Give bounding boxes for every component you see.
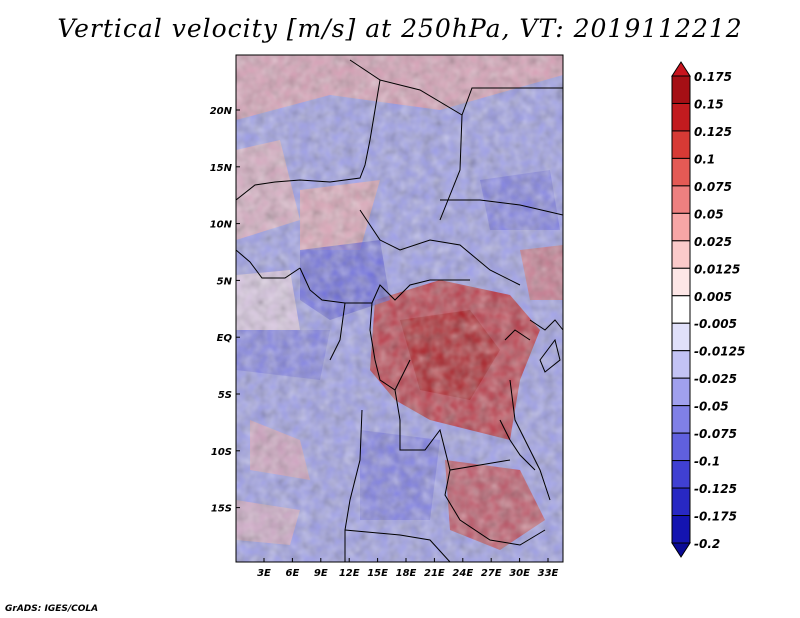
colorbar-segment (671, 405, 691, 434)
colorbar-label: -0.05 (694, 400, 729, 414)
colorbar-label: -0.2 (694, 537, 720, 551)
colorbar-label: 0.075 (694, 180, 732, 194)
latitude-axis: 20N 15N 10N 5N EQ 5S 10S 15S (210, 106, 240, 515)
lon-tick-label: 18E (396, 568, 417, 579)
colorbar-segment (671, 185, 691, 214)
colorbar-segment (671, 130, 691, 159)
colorbar-segment (671, 487, 691, 517)
lon-tick-label: 3E (257, 568, 271, 579)
lat-tick-label: 20N (210, 106, 233, 117)
colorbar-segment (671, 432, 691, 462)
velocity-field (236, 55, 563, 562)
colorbar-segment (671, 102, 691, 132)
lon-tick-label: 33E (538, 568, 559, 579)
map-title: Vertical velocity [m/s] at 250hPa, VT: 2… (57, 14, 743, 43)
colorbar-top-arrow (671, 61, 691, 77)
lon-tick-label: 27E (481, 568, 502, 579)
colorbar: 0.175 0.15 0.125 0.1 0.075 0.05 0.025 0.0125 0.0… (671, 61, 745, 558)
colorbar-label: -0.0125 (694, 345, 745, 359)
colorbar-label: 0.005 (694, 290, 732, 304)
lon-tick-label: 21E (424, 568, 445, 579)
colorbar-label: 0.1 (694, 152, 715, 166)
lon-tick-label: 24E (452, 568, 473, 579)
colorbar-label: 0.15 (694, 97, 724, 111)
colorbar-label: 0.025 (694, 235, 732, 249)
colorbar-segment (671, 515, 691, 544)
lat-tick-label: 5S (218, 390, 232, 401)
colorbar-label: -0.1 (694, 455, 720, 469)
lat-tick-label: 15S (211, 504, 232, 515)
colorbar-segment (671, 460, 691, 489)
colorbar-bottom-arrow (671, 542, 691, 558)
lon-tick-label: 30E (509, 568, 530, 579)
credit-text: GrADS: IGES/COLA (5, 604, 99, 614)
colorbar-segment (671, 295, 691, 324)
colorbar-label: -0.125 (694, 482, 737, 496)
lon-tick-label: 6E (286, 568, 300, 579)
colorbar-segment (671, 212, 691, 242)
colorbar-label: 0.05 (694, 207, 724, 221)
colorbar-segment (671, 377, 691, 407)
lon-tick-label: 9E (314, 568, 328, 579)
lat-tick-label: EQ (217, 333, 233, 344)
country-borders (236, 59, 563, 562)
colorbar-label: -0.075 (694, 427, 737, 441)
lat-tick-label: 5N (217, 276, 233, 287)
colorbar-segment (671, 350, 691, 379)
colorbar-label: -0.025 (694, 372, 737, 386)
longitude-axis: 3E 6E 9E 12E 15E 18E 21E 24E 27E 30E 33E (257, 558, 559, 579)
colorbar-segment (671, 240, 691, 269)
colorbar-segment (671, 322, 691, 352)
colorbar-label: 0.125 (694, 125, 732, 139)
lat-tick-label: 15N (210, 163, 233, 174)
lon-tick-label: 15E (367, 568, 388, 579)
colorbar-label: 0.0125 (694, 262, 740, 276)
colorbar-label: -0.005 (694, 317, 737, 331)
map-frame (235, 54, 564, 563)
colorbar-label: -0.175 (694, 510, 737, 524)
lon-tick-label: 12E (339, 568, 360, 579)
colorbar-label: 0.175 (694, 70, 732, 84)
colorbar-segment (671, 157, 691, 187)
colorbar-segment (671, 267, 691, 297)
lat-tick-label: 10S (211, 447, 232, 458)
colorbar-segment (671, 75, 691, 104)
lat-tick-label: 10N (210, 220, 233, 231)
